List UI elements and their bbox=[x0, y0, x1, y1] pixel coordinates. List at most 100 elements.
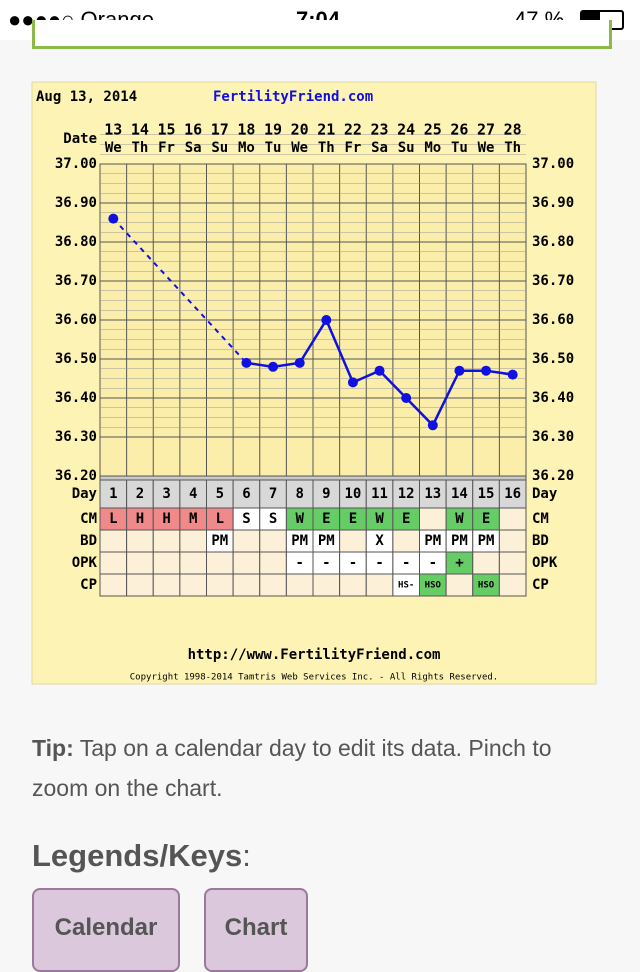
cell-text: HSO bbox=[425, 581, 442, 591]
weekday-label: Su bbox=[211, 140, 228, 156]
weekday-label: Fr bbox=[345, 140, 362, 156]
cell bbox=[126, 551, 154, 575]
cell-text: - bbox=[402, 555, 410, 571]
day-label: Day bbox=[72, 486, 98, 502]
day-cell bbox=[126, 479, 154, 509]
cell-text: S bbox=[242, 511, 250, 527]
x-tick-label: 22 bbox=[344, 121, 362, 139]
x-tick-label: 15 bbox=[158, 121, 176, 139]
site-name: FertilityFriend.com bbox=[213, 89, 373, 105]
weekday-label: Th bbox=[132, 140, 149, 156]
row-label-right: CM bbox=[532, 511, 549, 527]
chart[interactable]: Aug 13, 2014 FertilityFriend.com Date ht… bbox=[0, 40, 640, 700]
temperature-point bbox=[454, 365, 465, 376]
cell-text: L bbox=[216, 511, 224, 527]
cell-text: PM bbox=[318, 533, 335, 549]
cell-text: W bbox=[375, 511, 384, 527]
cell-text: L bbox=[109, 511, 117, 527]
temperature-point bbox=[481, 365, 492, 376]
x-tick-label: 25 bbox=[424, 121, 442, 139]
day-number: 9 bbox=[322, 486, 330, 502]
cell bbox=[126, 573, 154, 597]
x-tick-label: 21 bbox=[317, 121, 335, 139]
cell bbox=[152, 551, 181, 575]
cell-text: W bbox=[455, 511, 464, 527]
cell bbox=[472, 551, 500, 575]
y-tick-label-right: 36.70 bbox=[532, 273, 574, 289]
cell bbox=[179, 551, 207, 575]
cell-text: PM bbox=[424, 533, 441, 549]
interpolated-line bbox=[112, 217, 248, 364]
weekday-label: Sa bbox=[185, 140, 202, 156]
weekday-label: Mo bbox=[238, 140, 255, 156]
y-tick-label: 37.00 bbox=[55, 156, 97, 172]
cell bbox=[179, 529, 207, 553]
cell-text: - bbox=[375, 555, 383, 571]
cell bbox=[285, 573, 314, 597]
cell bbox=[232, 551, 261, 575]
chart-date: Aug 13, 2014 bbox=[36, 89, 137, 105]
day-label-right: Day bbox=[532, 486, 558, 502]
y-tick-label: 36.30 bbox=[55, 429, 97, 445]
cell bbox=[152, 573, 181, 597]
weekday-label: Su bbox=[398, 140, 415, 156]
y-tick-label-right: 36.80 bbox=[532, 234, 574, 250]
cell bbox=[259, 573, 287, 597]
y-tick-label-right: 36.30 bbox=[532, 429, 574, 445]
row-label-right: BD bbox=[532, 533, 549, 549]
x-tick-label: 27 bbox=[477, 121, 495, 139]
x-tick-label: 13 bbox=[104, 121, 122, 139]
day-number: 16 bbox=[504, 486, 521, 502]
weekday-label: Tu bbox=[265, 140, 282, 156]
day-cell bbox=[472, 479, 500, 509]
cell bbox=[179, 573, 207, 597]
cell bbox=[152, 529, 181, 553]
x-tick-label: 16 bbox=[184, 121, 202, 139]
day-cell bbox=[152, 479, 181, 509]
x-tick-label: 26 bbox=[450, 121, 468, 139]
x-tick-label: 17 bbox=[211, 121, 229, 139]
tip-text: Tap on a calendar day to edit its data. … bbox=[32, 735, 552, 801]
cell-text: E bbox=[322, 511, 330, 527]
tip: Tip: Tap on a calendar day to edit its d… bbox=[32, 728, 612, 808]
row-label: OPK bbox=[72, 555, 98, 571]
day-number: 5 bbox=[216, 486, 224, 502]
weekday-label: Sa bbox=[371, 140, 388, 156]
temperature-point bbox=[347, 377, 358, 388]
chart-button[interactable]: Chart bbox=[204, 888, 308, 972]
calendar-button[interactable]: Calendar bbox=[32, 888, 180, 972]
cell-text: - bbox=[429, 555, 437, 571]
temperature-point bbox=[321, 315, 332, 325]
cell bbox=[206, 573, 234, 597]
day-number: 15 bbox=[478, 486, 495, 502]
temperature-point bbox=[427, 420, 438, 431]
y-tick-label-right: 37.00 bbox=[532, 156, 574, 172]
url: http://www.FertilityFriend.com bbox=[188, 647, 441, 663]
temperature-point bbox=[507, 369, 518, 380]
x-tick-label: 24 bbox=[397, 121, 415, 139]
day-cell bbox=[392, 479, 420, 509]
cell-text: W bbox=[295, 511, 304, 527]
x-tick-label: 19 bbox=[264, 121, 282, 139]
y-tick-label-right: 36.60 bbox=[532, 312, 574, 328]
cell-text: PM bbox=[478, 533, 495, 549]
y-tick-label: 36.20 bbox=[55, 468, 97, 484]
y-tick-label: 36.80 bbox=[55, 234, 97, 250]
cell bbox=[232, 573, 261, 597]
day-number: 6 bbox=[242, 486, 250, 502]
x-tick-label: 28 bbox=[504, 121, 522, 139]
cell-text: + bbox=[455, 555, 463, 571]
cell bbox=[99, 573, 128, 597]
temperature-point bbox=[374, 365, 385, 376]
cell-text: HS- bbox=[398, 581, 414, 591]
cell-text: H bbox=[162, 511, 170, 527]
weekday-label: Th bbox=[318, 140, 335, 156]
day-number: 3 bbox=[162, 486, 170, 502]
temperature-point bbox=[268, 361, 279, 372]
cell-text: PM bbox=[451, 533, 468, 549]
weekday-label: We bbox=[105, 140, 122, 156]
cell bbox=[419, 507, 447, 531]
cell bbox=[498, 573, 527, 597]
day-number: 4 bbox=[189, 486, 197, 502]
x-tick-label: 20 bbox=[291, 121, 309, 139]
